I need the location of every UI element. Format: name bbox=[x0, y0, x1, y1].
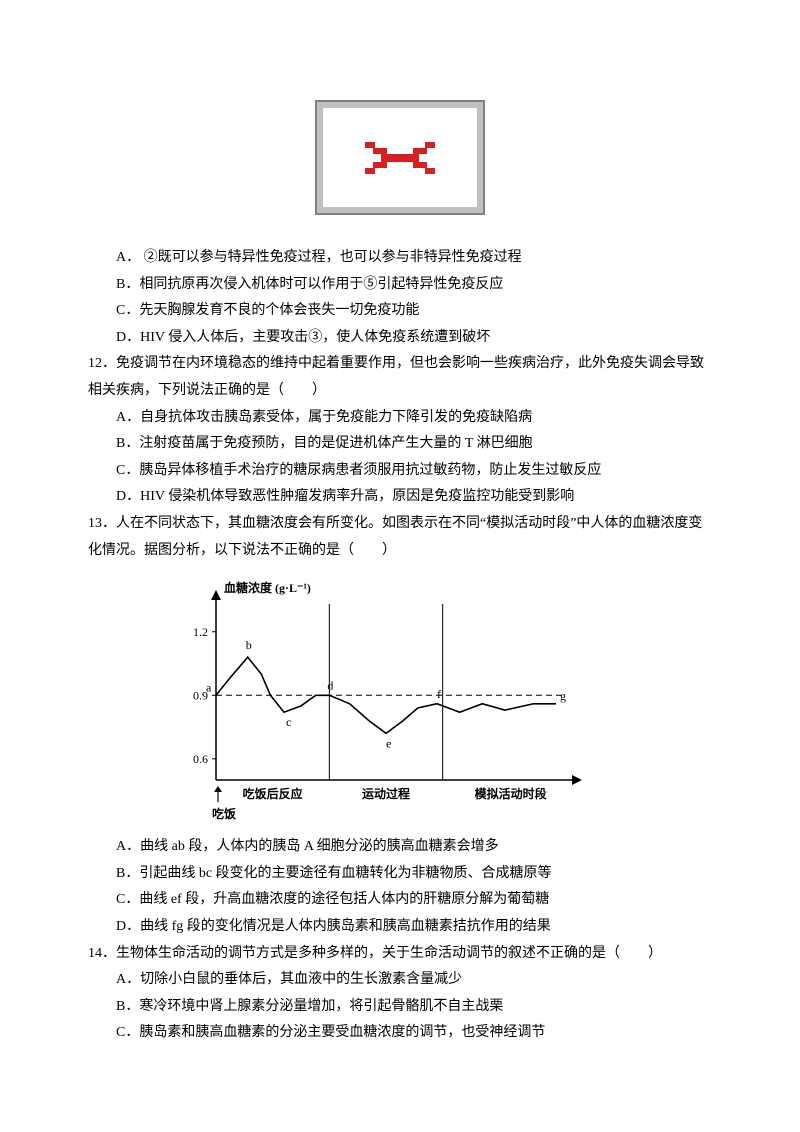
svg-text:b: b bbox=[246, 638, 252, 652]
q14-option-b: B．寒冷环境中肾上腺素分泌量增加，将引起骨骼肌不自主战栗 bbox=[88, 994, 712, 1021]
q13-option-b: B．引起曲线 bc 段变化的主要途径有血糖转化为非糖物质、合成糖原等 bbox=[88, 861, 712, 888]
svg-text:1.2: 1.2 bbox=[193, 625, 208, 639]
svg-text:g: g bbox=[560, 689, 566, 703]
q12-option-b: B．注射疫苗属于免疫预防，目的是促进机体产生大量的 T 淋巴细胞 bbox=[88, 431, 712, 458]
q13-option-c: C．曲线 ef 段，升高血糖浓度的途径包括人体内的肝糖原分解为葡萄糖 bbox=[88, 887, 712, 914]
image-frame bbox=[315, 100, 485, 215]
document-page: A． ②既可以参与特异性免疫过程，也可以参与非特异性免疫过程 B．相同抗原再次侵… bbox=[0, 0, 800, 1132]
q11-option-c: C．先天胸腺发育不良的个体会丧失一切免疫功能 bbox=[88, 298, 712, 325]
q14-option-c: C．胰岛素和胰高血糖素的分泌主要受血糖浓度的调节，也受神经调节 bbox=[88, 1020, 712, 1047]
q13-chart: 血糖浓度 (g·L⁻¹)0.60.91.2abcdefg吃饭后反应运动过程模拟活… bbox=[88, 574, 712, 824]
svg-text:c: c bbox=[286, 715, 291, 729]
svg-text:运动过程: 运动过程 bbox=[362, 786, 410, 801]
q13-option-d: D．曲线 fg 段的变化情况是人体内胰岛素和胰高血糖素拮抗作用的结果 bbox=[88, 914, 712, 941]
q14-stem: 14．生物体生命活动的调节方式是多种多样的，关于生命活动调节的叙述不正确的是（ … bbox=[88, 941, 712, 968]
svg-text:吃饭后反应: 吃饭后反应 bbox=[243, 786, 303, 801]
figure-q11-image bbox=[88, 100, 712, 215]
q14-option-a: A．切除小白鼠的垂体后，其血液中的生长激素含量减少 bbox=[88, 967, 712, 994]
q12-option-a: A．自身抗体攻击胰岛素受体，属于免疫能力下降引发的免疫缺陷病 bbox=[88, 405, 712, 432]
abstract-icon bbox=[355, 134, 445, 182]
svg-text:a: a bbox=[206, 680, 212, 694]
q12-option-d: D．HIV 侵染机体导致恶性肿瘤发病率升高，原因是免疫监控功能受到影响 bbox=[88, 484, 712, 511]
q13-stem: 13．人在不同状态下，其血糖浓度会有所变化。如图表示在不同“模拟活动时段”中人体… bbox=[88, 511, 712, 564]
svg-text:0.6: 0.6 bbox=[193, 752, 208, 766]
blood-glucose-chart: 血糖浓度 (g·L⁻¹)0.60.91.2abcdefg吃饭后反应运动过程模拟活… bbox=[168, 574, 586, 824]
svg-text:吃饭: 吃饭 bbox=[212, 806, 236, 821]
image-canvas bbox=[323, 108, 477, 207]
svg-text:d: d bbox=[327, 678, 333, 692]
svg-text:e: e bbox=[386, 737, 391, 751]
q11-option-d: D．HIV 侵入人体后，主要攻击③，使人体免疫系统遭到破坏 bbox=[88, 325, 712, 352]
svg-text:f: f bbox=[437, 687, 441, 701]
q11-option-b: B．相同抗原再次侵入机体时可以作用于⑤引起特异性免疫反应 bbox=[88, 272, 712, 299]
q12-option-c: C．胰岛异体移植手术治疗的糖尿病患者须服用抗过敏药物，防止发生过敏反应 bbox=[88, 458, 712, 485]
q12-stem: 12．免疫调节在内环境稳态的维持中起着重要作用，但也会影响一些疾病治疗，此外免疫… bbox=[88, 351, 712, 404]
q13-option-a: A．曲线 ab 段，人体内的胰岛 A 细胞分泌的胰高血糖素会增多 bbox=[88, 834, 712, 861]
svg-text:模拟活动时段: 模拟活动时段 bbox=[475, 786, 548, 801]
svg-text:血糖浓度 (g·L⁻¹): 血糖浓度 (g·L⁻¹) bbox=[224, 580, 311, 595]
q11-option-a: A． ②既可以参与特异性免疫过程，也可以参与非特异性免疫过程 bbox=[88, 245, 712, 272]
